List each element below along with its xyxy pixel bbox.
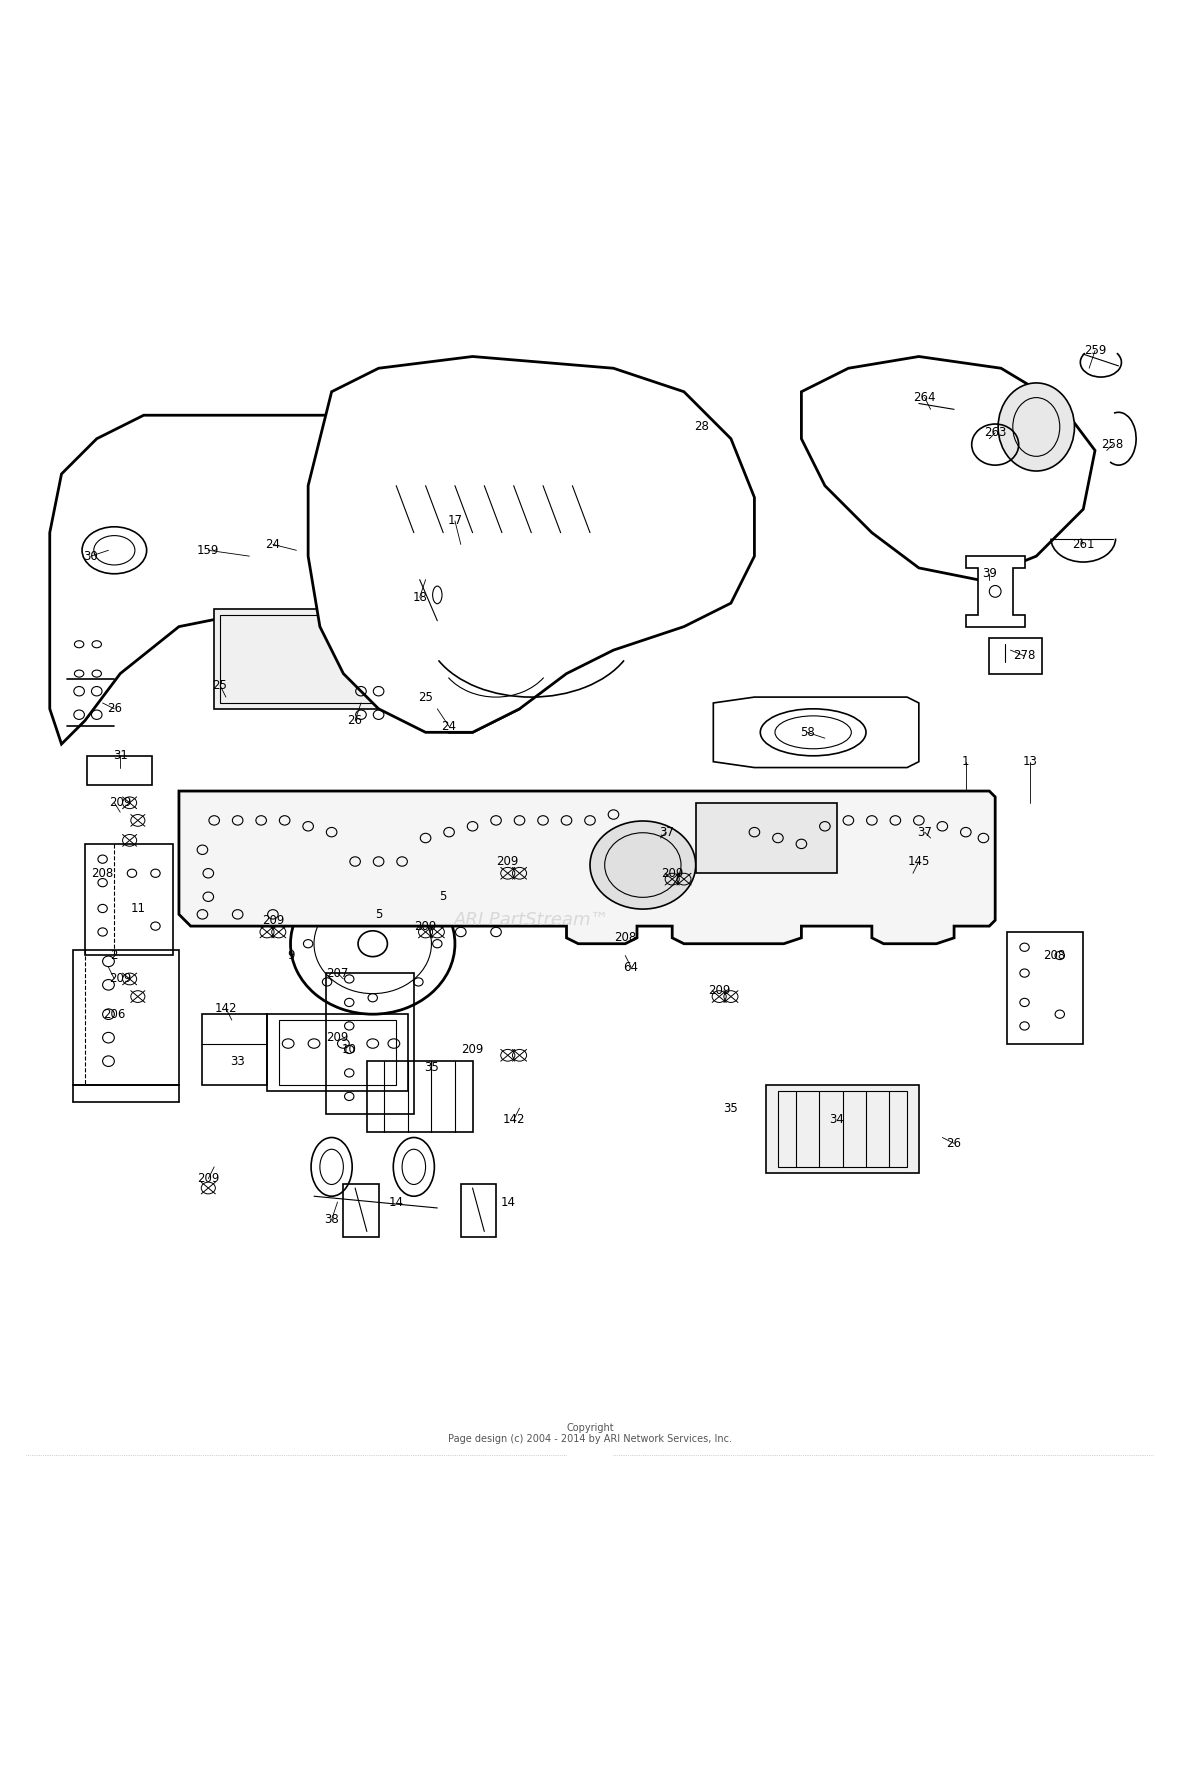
Text: 209: 209 [661,867,683,880]
Text: 17: 17 [447,515,463,527]
Text: 258: 258 [1101,439,1123,451]
Text: 34: 34 [830,1113,844,1126]
Text: 30: 30 [84,550,98,563]
Bar [989,639,1042,674]
PathPatch shape [714,697,919,768]
Bar [778,1090,907,1166]
Text: 209: 209 [708,984,730,997]
Text: 259: 259 [1083,343,1106,358]
Bar [1007,933,1083,1044]
PathPatch shape [308,356,754,733]
Bar [326,974,414,1113]
Text: 13: 13 [1023,756,1038,768]
Bar [203,1014,267,1085]
Text: 39: 39 [982,566,997,581]
PathPatch shape [85,844,173,956]
Text: 209: 209 [109,972,131,986]
Text: 206: 206 [103,1007,125,1021]
PathPatch shape [50,416,684,743]
Text: 33: 33 [230,1055,245,1067]
Text: 264: 264 [913,391,936,404]
Text: 159: 159 [197,543,219,558]
Text: 207: 207 [327,966,348,979]
Text: 37: 37 [917,825,932,839]
Text: 24: 24 [441,720,457,733]
Text: Page design (c) 2004 - 2014 by ARI Network Services, Inc.: Page design (c) 2004 - 2014 by ARI Netwo… [448,1434,732,1444]
Text: 142: 142 [503,1113,525,1126]
Text: 58: 58 [800,726,814,738]
Bar [278,1020,396,1085]
Text: 145: 145 [907,855,930,867]
Ellipse shape [590,821,696,910]
Text: 26: 26 [348,713,362,727]
Bar [367,1062,472,1131]
Text: 209: 209 [327,1032,348,1044]
Text: 208: 208 [614,931,636,945]
Text: 208: 208 [92,867,113,880]
Text: 38: 38 [324,1212,339,1227]
Text: 14: 14 [500,1195,516,1209]
Text: 209: 209 [461,1043,484,1057]
Text: 31: 31 [113,749,127,763]
Bar [87,756,152,786]
Text: Copyright: Copyright [566,1423,614,1432]
Text: 24: 24 [266,538,281,550]
Text: 25: 25 [418,690,433,704]
Text: 37: 37 [658,825,674,839]
Text: 209: 209 [414,920,437,933]
Text: 263: 263 [984,427,1007,439]
Bar [343,1184,379,1237]
Text: 35: 35 [723,1101,739,1115]
Text: 11: 11 [130,903,145,915]
Text: 1: 1 [962,756,970,768]
Text: 278: 278 [1014,650,1036,662]
Text: 26: 26 [946,1136,962,1150]
PathPatch shape [801,356,1095,579]
Text: 9: 9 [287,949,294,961]
Bar [461,1184,496,1237]
Text: 14: 14 [388,1195,404,1209]
Bar [219,614,379,703]
Text: 261: 261 [1071,538,1095,550]
Text: 209: 209 [497,855,519,867]
Text: 208: 208 [1043,949,1066,961]
Text: 2: 2 [111,949,118,961]
Text: 28: 28 [694,421,709,434]
Bar [696,804,837,873]
Text: ARI PartStream™: ARI PartStream™ [453,912,609,929]
Bar [766,1085,919,1174]
Text: 209: 209 [262,913,284,927]
Text: 18: 18 [412,591,427,604]
Text: 5: 5 [375,908,382,920]
Text: 5: 5 [439,890,447,903]
Text: 26: 26 [107,703,122,715]
Text: 10: 10 [342,1043,356,1057]
Bar [73,949,179,1085]
Text: 25: 25 [212,680,228,692]
Text: 209: 209 [109,796,131,809]
Bar [215,609,385,708]
Text: 142: 142 [215,1002,237,1014]
PathPatch shape [179,791,995,943]
Ellipse shape [998,382,1075,471]
PathPatch shape [965,556,1024,627]
Text: 35: 35 [424,1060,439,1074]
Text: 209: 209 [197,1172,219,1186]
Text: 64: 64 [623,961,638,974]
Bar [267,1014,408,1090]
